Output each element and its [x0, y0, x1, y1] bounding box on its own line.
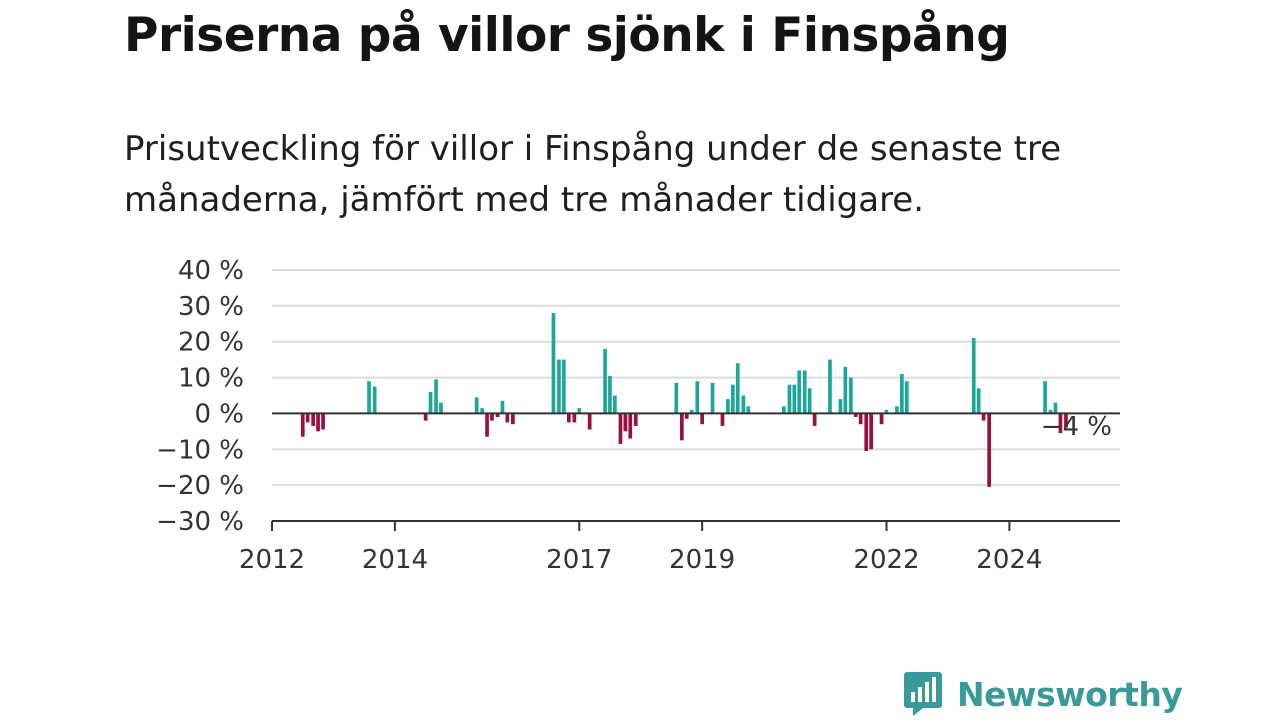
bar — [367, 381, 371, 414]
bar — [735, 363, 740, 414]
chart-subtitle: Prisutveckling för villor i Finspång und… — [124, 129, 1062, 220]
bar — [807, 388, 812, 414]
bar — [511, 413, 515, 425]
bar — [1058, 413, 1063, 434]
bar — [551, 313, 556, 414]
bar — [746, 406, 751, 414]
bar — [695, 381, 700, 414]
bar — [700, 413, 704, 425]
y-tick-label: 20 % — [178, 328, 244, 358]
y-tick-label: 0 % — [194, 399, 244, 429]
y-tick-label: 30 % — [178, 292, 244, 322]
bar — [428, 391, 433, 414]
bar — [674, 382, 679, 414]
bar — [838, 399, 843, 414]
bar — [480, 408, 484, 414]
bar — [869, 413, 873, 450]
bar — [628, 413, 633, 439]
y-tick-label: −10 % — [156, 435, 244, 465]
bar — [864, 413, 869, 451]
latest-value-annotation: −4 % — [1041, 412, 1112, 442]
bar — [495, 413, 500, 417]
chart-bars-icon — [904, 672, 942, 716]
bar — [720, 413, 725, 426]
bar — [562, 359, 566, 414]
bar — [726, 399, 730, 414]
bar — [505, 413, 510, 423]
bar — [300, 413, 305, 437]
bar — [618, 413, 623, 444]
bar — [1048, 409, 1053, 414]
bar — [792, 384, 797, 414]
bar — [858, 413, 863, 425]
bar — [316, 413, 320, 432]
bar — [1064, 413, 1068, 428]
x-tick-label: 2024 — [976, 545, 1042, 575]
bar — [802, 370, 807, 414]
bar — [787, 384, 792, 414]
bar — [557, 359, 561, 414]
bar — [423, 413, 428, 421]
bar — [372, 386, 377, 414]
bar — [311, 413, 315, 426]
bar — [782, 406, 786, 414]
x-tick-label: 2019 — [669, 545, 735, 575]
bar — [904, 381, 909, 414]
bar — [731, 384, 735, 414]
bar — [797, 370, 802, 414]
bar — [853, 413, 858, 417]
y-tick-label: −30 % — [156, 507, 244, 537]
bar — [321, 413, 325, 430]
bar — [490, 413, 494, 421]
bar — [689, 409, 694, 414]
bar — [474, 397, 479, 414]
bar — [895, 406, 899, 414]
bar — [613, 395, 617, 414]
bar — [572, 413, 577, 423]
bar — [1053, 402, 1058, 414]
bar — [900, 374, 904, 414]
bar — [485, 413, 489, 437]
bar — [577, 408, 582, 414]
bar — [812, 413, 817, 426]
bar — [1043, 381, 1047, 414]
bar — [884, 409, 889, 414]
x-tick-label: 2014 — [362, 545, 428, 575]
bar — [305, 413, 310, 423]
bar — [976, 388, 981, 414]
bar — [608, 375, 612, 414]
bar — [684, 413, 689, 419]
chart-title: Priserna på villor sjönk i Finspång — [124, 8, 1010, 63]
bar — [500, 400, 505, 414]
y-tick-label: −20 % — [156, 471, 244, 501]
bar — [741, 395, 746, 414]
x-tick-label: 2012 — [239, 545, 305, 575]
bar — [434, 379, 438, 414]
bar — [603, 348, 607, 414]
bar — [587, 413, 592, 430]
y-tick-label: 10 % — [178, 364, 244, 394]
x-tick-label: 2022 — [853, 545, 919, 575]
bar — [710, 382, 715, 414]
brand-name: Newsworthy — [957, 674, 1183, 714]
y-tick-label: 40 % — [178, 256, 244, 286]
bar — [567, 413, 571, 423]
bar — [971, 338, 976, 414]
bar — [623, 413, 628, 432]
bar — [439, 402, 443, 414]
bar — [981, 413, 986, 421]
bar — [828, 359, 832, 414]
bar — [633, 413, 638, 426]
bar — [843, 366, 848, 414]
bar — [987, 413, 991, 487]
bar — [849, 377, 853, 414]
x-tick-label: 2017 — [546, 545, 612, 575]
brand: Newsworthy — [903, 670, 1183, 718]
bar — [879, 413, 884, 425]
bar — [680, 413, 684, 441]
